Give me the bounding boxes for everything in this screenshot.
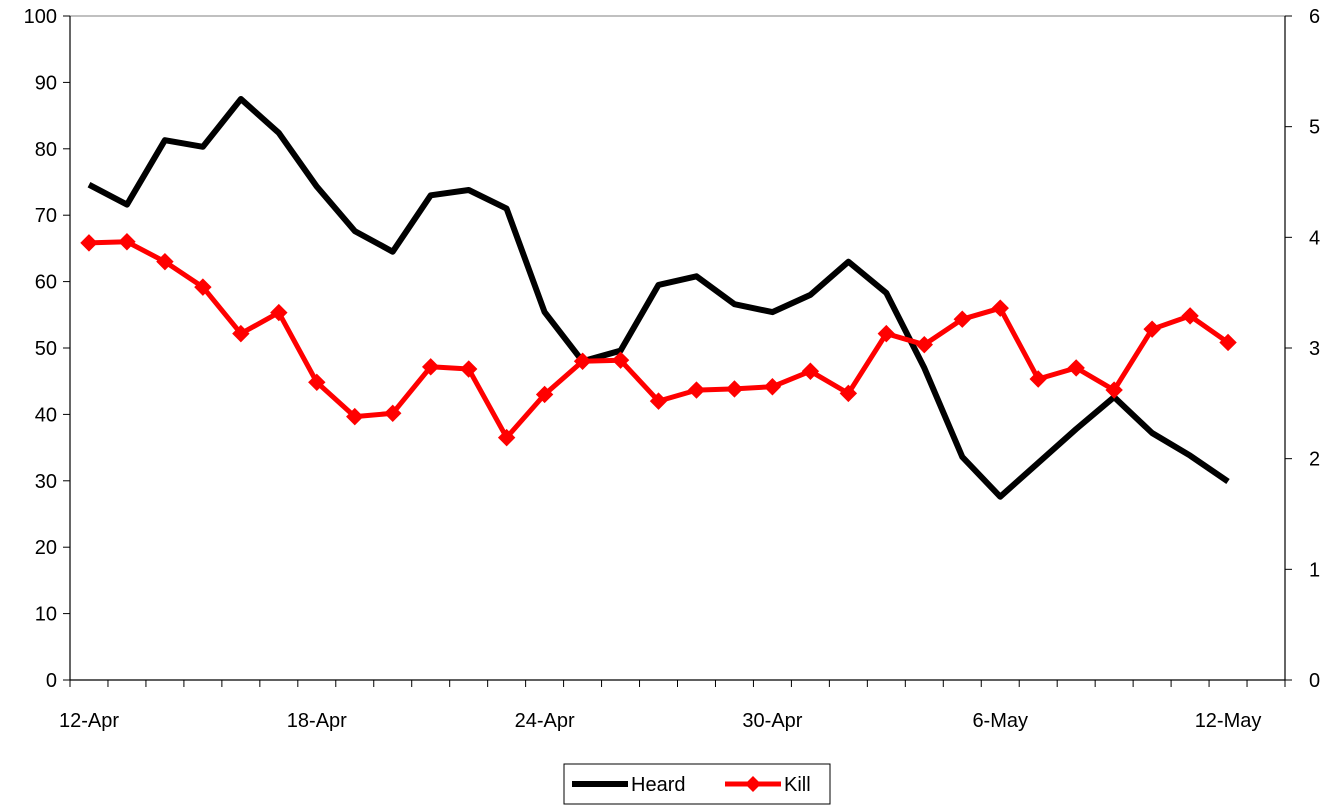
y-tick-label: 40 xyxy=(35,404,57,426)
data-point-kill xyxy=(763,378,782,396)
data-point-kill xyxy=(725,380,744,398)
y-tick-label: 80 xyxy=(35,139,57,161)
plot-area xyxy=(69,15,1286,681)
x-tick-label: 6-May xyxy=(972,710,1028,732)
y-tick-label: 100 xyxy=(24,6,57,28)
y2-tick-label: 1 xyxy=(1309,559,1320,581)
data-point-kill xyxy=(535,385,554,404)
data-point-kill xyxy=(421,358,440,376)
data-point-kill xyxy=(156,252,174,271)
series xyxy=(80,96,1237,500)
data-point-kill xyxy=(346,407,364,426)
x-tick-label: 12-May xyxy=(1195,710,1262,732)
y-tick-label: 0 xyxy=(46,670,57,692)
legend-label-heard: Heard xyxy=(631,774,685,796)
data-point-kill xyxy=(1181,307,1199,325)
legend-marker-kill xyxy=(745,776,761,792)
data-point-kill xyxy=(991,299,1009,317)
y-tick-label: 30 xyxy=(35,471,57,493)
x-tick-label: 30-Apr xyxy=(742,710,802,732)
data-point-kill xyxy=(649,392,668,410)
data-point-kill xyxy=(1219,333,1237,352)
data-point-kill xyxy=(953,310,971,328)
data-point-kill xyxy=(384,404,402,423)
x-tick-label: 12-Apr xyxy=(59,710,119,732)
data-point-kill xyxy=(1143,320,1161,338)
data-point-kill xyxy=(194,278,212,296)
data-point-kill xyxy=(308,373,326,392)
y2-tick-label: 0 xyxy=(1309,670,1320,692)
data-point-kill xyxy=(611,351,630,369)
y-tick-label: 20 xyxy=(35,537,57,559)
y2-tick-label: 3 xyxy=(1309,338,1320,360)
data-point-kill xyxy=(118,233,136,251)
data-point-kill xyxy=(1029,370,1047,388)
series-line-heard xyxy=(87,96,1230,500)
data-point-kill xyxy=(232,324,250,343)
y-tick-label: 70 xyxy=(35,205,57,227)
data-point-kill xyxy=(915,335,934,354)
data-point-kill xyxy=(1105,381,1123,399)
axes: 0 10 20 30 40 50 60 70 80 90 100 0 1 2 3 4 5 6 12-Apr 18-Ap… xyxy=(24,6,1321,732)
x-tick-label: 24-Apr xyxy=(515,710,575,732)
data-point-kill xyxy=(80,234,98,252)
data-point-kill xyxy=(573,352,592,370)
data-point-kill xyxy=(459,360,478,378)
data-point-kill xyxy=(801,362,820,380)
y2-tick-label: 5 xyxy=(1309,117,1320,139)
y-tick-label: 50 xyxy=(35,338,57,360)
y2-tick-label: 6 xyxy=(1309,6,1320,28)
data-point-kill xyxy=(839,384,858,403)
x-tick-label: 18-Apr xyxy=(287,710,347,732)
data-point-kill xyxy=(270,303,288,322)
y-tick-label: 90 xyxy=(35,72,57,94)
legend-label-kill: Kill xyxy=(784,774,811,796)
y2-tick-label: 2 xyxy=(1309,449,1320,471)
data-point-kill xyxy=(687,381,706,399)
data-point-kill xyxy=(877,324,896,343)
y-tick-label: 60 xyxy=(35,272,57,294)
y-tick-label: 10 xyxy=(35,604,57,626)
data-point-kill xyxy=(497,428,516,447)
y2-tick-label: 4 xyxy=(1309,227,1320,249)
data-point-kill xyxy=(1067,359,1085,377)
legend: Heard Kill xyxy=(563,763,831,805)
